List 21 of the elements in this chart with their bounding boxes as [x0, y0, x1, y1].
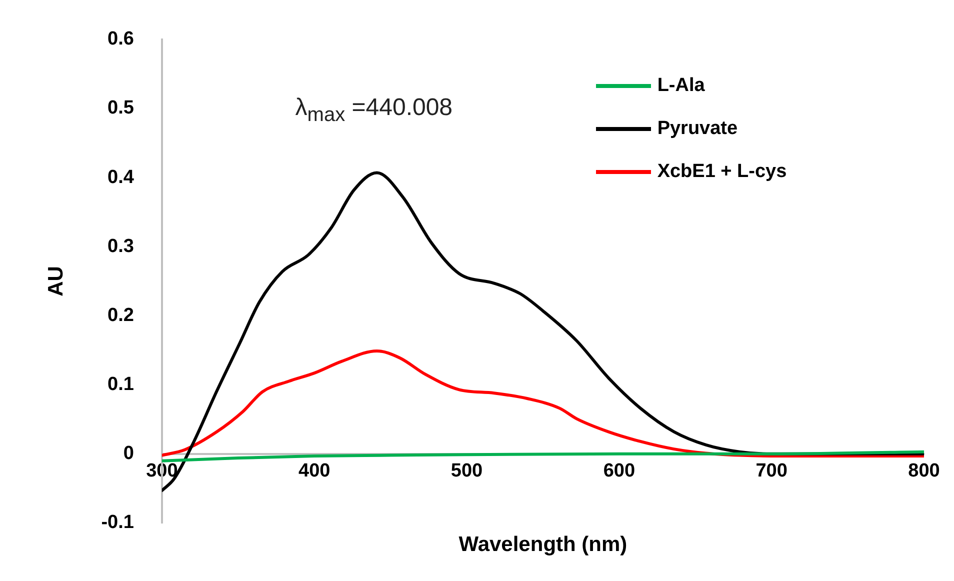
annotation: λ$_{max}$ =440.008 — [295, 94, 453, 128]
y-tick-label: 0.5 — [108, 98, 134, 119]
legend-label: Pyruvate — [657, 118, 738, 140]
x-tick-label: 700 — [756, 460, 788, 482]
x-tick-label: 500 — [450, 460, 483, 482]
legend-label: L-Ala — [657, 74, 705, 97]
legend-label: XcbE1 + L-cys — [657, 160, 787, 183]
y-tick-label: 0.1 — [108, 374, 134, 396]
line-series — [162, 349, 924, 458]
line-series — [162, 450, 924, 462]
x-tick-label: 800 — [908, 460, 940, 482]
x-tick-label: 400 — [298, 460, 330, 482]
y-tick-label: 0.2 — [108, 304, 134, 326]
y-tick-label: 0.4 — [108, 166, 134, 188]
x-axis-title: Wavelength (nm) — [458, 533, 628, 557]
y-axis-title: AU — [44, 266, 68, 296]
x-tick-label: 600 — [603, 460, 636, 482]
y-tick-label: 0.6 — [108, 28, 134, 50]
y-tick-label: 0 — [123, 443, 134, 464]
y-tick-label: 0.3 — [108, 236, 134, 257]
y-tick-label: -0.1 — [101, 512, 134, 534]
